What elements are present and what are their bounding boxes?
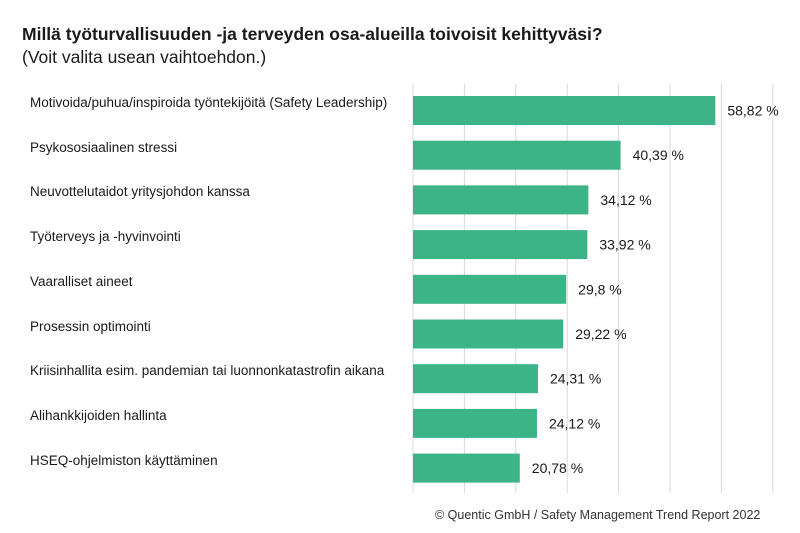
category-label: Prosessin optimointi <box>30 318 151 334</box>
bar <box>413 230 588 260</box>
bar <box>413 319 564 349</box>
category-label: Kriisinhallita esim. pandemian tai luonn… <box>30 363 385 379</box>
data-label: 33,92 % <box>599 237 650 253</box>
chart-title: Millä työturvallisuuden -ja terveyden os… <box>22 24 603 44</box>
bar <box>413 96 716 125</box>
category-label: Psykososiaalinen stressi <box>30 139 178 155</box>
bar <box>413 364 538 394</box>
data-label: 29,22 % <box>575 326 626 342</box>
bar <box>413 140 621 170</box>
category-label: HSEQ-ohjelmiston käyttäminen <box>30 452 218 468</box>
data-label: 20,78 % <box>532 460 583 476</box>
chart-subtitle: (Voit valita usean vaihtoehdon.) <box>22 47 267 67</box>
category-label: Vaaralliset aineet <box>30 273 133 289</box>
bar <box>413 453 520 483</box>
data-label: 58,82 % <box>727 103 778 119</box>
bar <box>413 408 537 438</box>
bar <box>413 274 567 304</box>
data-label: 24,12 % <box>549 415 600 431</box>
category-label: Neuvottelutaidot yritysjohdon kanssa <box>30 184 250 200</box>
copyright-footer: © Quentic GmbH / Safety Management Trend… <box>435 508 761 522</box>
data-label: 40,39 % <box>633 147 684 163</box>
data-label: 29,8 % <box>578 281 622 297</box>
category-label: Alihankkijoiden hallinta <box>30 407 167 423</box>
bar <box>413 185 589 215</box>
category-label: Työterveys ja -hyvinvointi <box>30 229 181 245</box>
data-label: 24,31 % <box>550 371 601 387</box>
data-label: 34,12 % <box>600 192 651 208</box>
category-label: Motivoida/puhua/inspiroida työntekijöitä… <box>30 95 388 110</box>
